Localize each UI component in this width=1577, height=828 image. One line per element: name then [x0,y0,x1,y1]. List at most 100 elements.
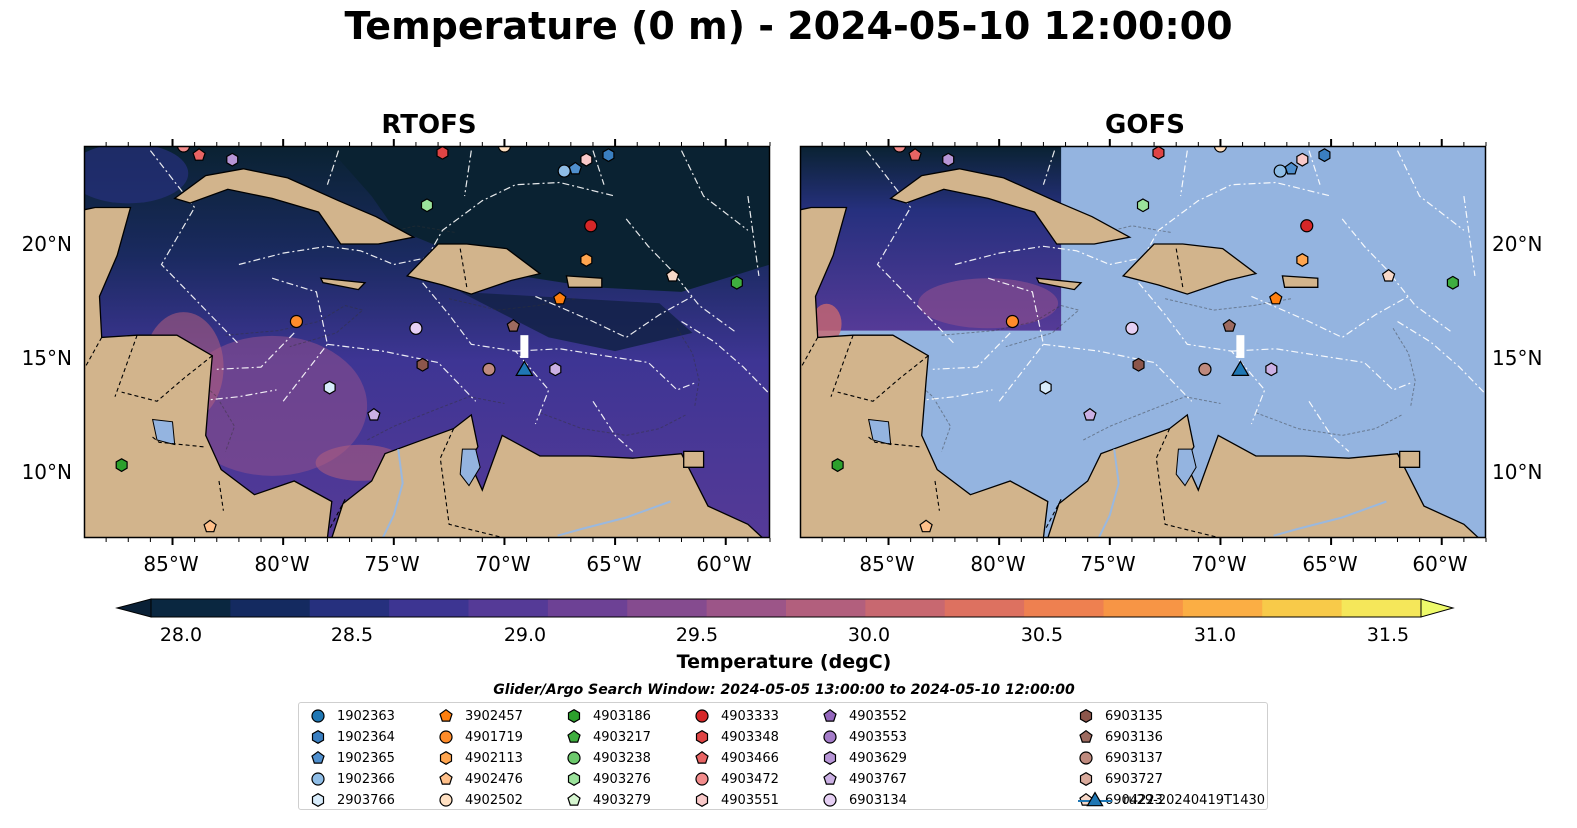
bathymetry-contour [367,396,505,441]
legend-item: 4903238 [565,748,651,768]
legend-marker-shape [439,730,453,744]
eez-boundary [747,196,760,276]
float-marker [192,148,206,161]
cuba-landmass [173,168,416,245]
legend-item: 4901719 [437,727,523,747]
legend-marker-shape [1079,772,1093,786]
eez-boundary [954,245,1144,266]
legend-label: 4903217 [593,729,651,745]
bathymetry-contour [1392,328,1416,406]
legend-item: 4903217 [565,727,651,747]
eez-boundary [1308,150,1321,185]
lat-label-10n-right: 10°N [1492,460,1543,484]
hexagon-legend-marker [439,751,453,765]
legend-marker-shape [823,751,837,765]
legend-item: 6903137 [1077,748,1163,768]
gofs-map [799,139,1487,545]
eez-boundary [681,320,770,395]
legend-item: 6903136 [1077,727,1163,747]
legend-item: 4903553 [821,727,907,747]
hexagon-legend-marker [311,793,325,807]
hexagon-legend-marker [567,772,581,786]
eez-boundary [1463,196,1476,276]
colorbar-tick: 30.0 [847,624,891,646]
country-border [1155,428,1221,538]
eez-boundary [1396,150,1465,231]
legend-label: 4903276 [593,771,651,787]
lon-label-85w: 85°W [143,552,199,576]
lon-label-70w: 70°W [1191,552,1247,576]
legend-item: 3902457 [437,706,523,726]
south-america-landmass [1047,413,1486,538]
colorbar-tick: 30.5 [1020,624,1064,646]
colorbar-segment [1262,599,1343,617]
colorbar-segment [230,599,311,617]
legend-marker-shape [823,793,837,807]
lon-label-80w: 80°W [970,552,1026,576]
eez-boundary [625,218,738,334]
country-border [150,434,204,448]
legend-label: 4903472 [721,771,779,787]
puerto-rico-landmass [1281,275,1319,288]
legend-item: 4903466 [693,748,779,768]
float-marker [115,458,128,473]
colorbar-segment [468,599,549,617]
float-marker [367,407,381,421]
float-marker [602,148,615,163]
hexagon-legend-marker [695,793,709,807]
colorbar-segment [1024,599,1104,617]
eez-boundary [426,181,616,258]
legend-marker-shape [311,793,325,807]
float-marker [323,380,336,395]
country-border [439,428,505,538]
lon-label-75w: 75°W [364,552,420,576]
legend-item: 6903727 [1077,769,1163,789]
legend-label: 1902363 [337,708,395,724]
float-marker [203,519,217,533]
lake-nicaragua [867,418,892,446]
legend-item: 2903766 [309,790,395,810]
eez-boundary [1043,343,1193,402]
eez-boundary [535,295,693,339]
legend-marker-shape [567,709,581,723]
float-marker [1222,318,1237,332]
colorbar-tick: 31.5 [1366,624,1410,646]
legend-label: 4903551 [721,792,779,808]
eez-boundary [865,150,956,345]
circle-legend-marker [695,772,709,786]
legend-label: 4903186 [593,708,651,724]
eez-boundary [1142,181,1332,258]
float-marker [1132,357,1145,372]
bathymetry-contour [1083,396,1221,441]
pentagon-legend-marker [311,750,325,764]
legend-marker-shape [439,708,453,722]
gofs-panel-title: GOFS [1105,110,1185,140]
float-marker [1296,253,1309,267]
float-marker [497,146,512,153]
legend-item: 1902363 [309,706,395,726]
float-marker [730,275,743,290]
legend-label: 1902365 [337,750,395,766]
circle-legend-marker [567,751,581,765]
glider-track [1236,335,1245,358]
country-border [800,337,819,370]
legend-item: 4903333 [693,706,779,726]
float-marker [580,253,593,267]
legend-label: 4902476 [465,771,523,787]
float-marker [584,219,598,233]
bathymetry-contour [941,304,1080,348]
pentagon-legend-marker [695,750,709,764]
float-marker [568,161,583,175]
legend-marker-shape [695,772,709,786]
lat-label-15n-left: 15°N [21,346,72,370]
legend-item: 4903279 [565,790,651,810]
circle-legend-marker [311,709,325,723]
float-marker [1152,146,1165,160]
legend-item: 4902502 [437,790,523,810]
lat-label-20n-left: 20°N [21,232,72,256]
float-marker [942,152,955,167]
float-marker [665,268,680,282]
pentagon-legend-marker [823,771,837,785]
country-border [934,480,940,511]
eez-boundary [1251,295,1409,339]
